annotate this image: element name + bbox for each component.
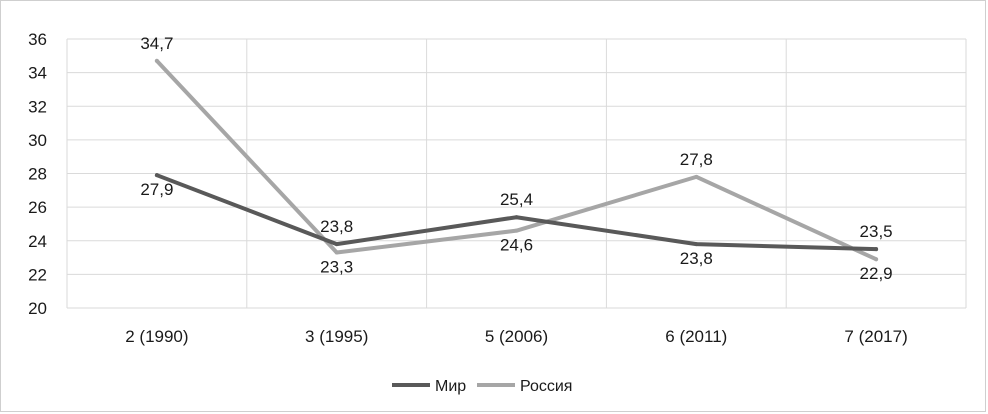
series-lines [154,58,879,262]
y-tick-label: 24 [28,232,47,251]
data-point [154,58,159,63]
data-label: 24,6 [500,236,533,255]
data-label: 25,4 [500,190,533,209]
x-axis-tick-labels: 2 (1990) 3 (1995) 5 (2006) 6 (2011) 7 (2017) [125,327,908,346]
legend: Мир Россия [392,378,572,395]
x-tick-label: 2 (1990) [125,327,188,346]
data-label: 27,8 [680,150,713,169]
data-labels: 27,9 23,8 25,4 23,8 23,5 34,7 23,3 24,6 27,8 22,9 [140,34,892,283]
data-point [334,242,339,247]
y-axis-tick-labels: 20 22 24 26 28 30 32 34 36 [28,30,47,318]
x-tick-label: 6 (2011) [665,327,727,346]
data-point [334,250,339,255]
y-tick-label: 34 [28,64,47,83]
data-point [154,173,159,178]
data-label: 34,7 [140,34,173,53]
x-tick-label: 3 (1995) [305,327,368,346]
data-point [694,174,699,179]
gridlines [66,38,967,309]
x-tick-label: 5 (2006) [485,327,548,346]
x-tick-label: 7 (2017) [844,327,907,346]
y-tick-label: 36 [28,30,47,49]
y-tick-label: 32 [28,97,47,116]
data-label: 22,9 [860,264,893,283]
y-tick-label: 30 [28,131,47,150]
data-label: 23,5 [860,222,893,241]
legend-label: Россия [520,378,572,395]
y-tick-label: 28 [28,165,47,184]
data-label: 27,9 [140,180,173,199]
data-point [514,215,519,220]
data-label: 23,8 [680,249,713,268]
y-tick-label: 22 [28,265,47,284]
data-point [874,247,879,252]
legend-label: Мир [435,378,466,395]
y-tick-label: 26 [28,198,47,217]
data-point [694,242,699,247]
y-tick-label: 20 [28,299,47,318]
data-label: 23,3 [320,258,353,277]
data-label: 23,8 [320,217,353,236]
data-point [874,257,879,262]
data-point [514,228,519,233]
